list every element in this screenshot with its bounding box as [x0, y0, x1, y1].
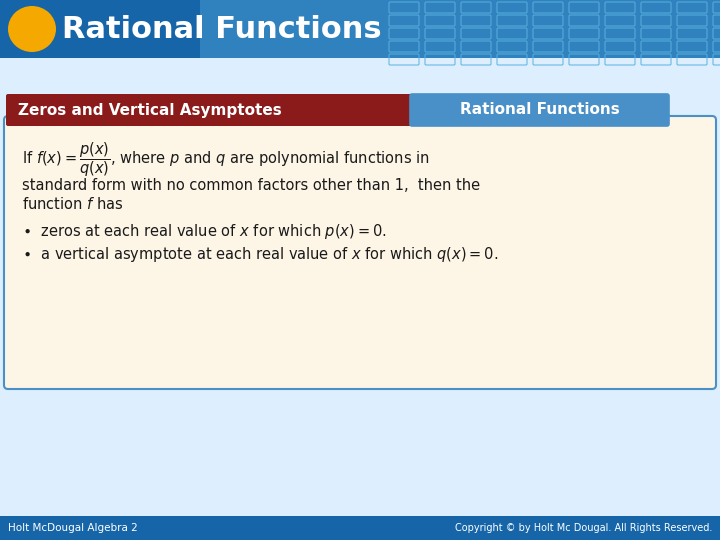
Bar — [0, 58, 720, 516]
Text: function $f$ has: function $f$ has — [22, 196, 123, 212]
Text: Zeros and Vertical Asymptotes: Zeros and Vertical Asymptotes — [18, 103, 282, 118]
Text: Rational Functions: Rational Functions — [62, 15, 382, 44]
Text: Copyright © by Holt Mc Dougal. All Rights Reserved.: Copyright © by Holt Mc Dougal. All Right… — [454, 523, 712, 533]
Text: If $f(x) = \dfrac{p(x)}{q(x)}$, where $p$ and $q$ are polynomial functions in: If $f(x) = \dfrac{p(x)}{q(x)}$, where $p… — [22, 140, 430, 179]
Text: $\bullet$  zeros at each real value of $x$ for which $p(x) = 0$.: $\bullet$ zeros at each real value of $x… — [22, 222, 387, 241]
Bar — [0, 516, 720, 540]
FancyBboxPatch shape — [6, 94, 420, 126]
Bar — [200, 0, 720, 58]
Text: Rational Functions: Rational Functions — [459, 103, 619, 118]
FancyBboxPatch shape — [410, 94, 669, 126]
Text: $\bullet$  a vertical asymptote at each real value of $x$ for which $q(x) = 0$.: $\bullet$ a vertical asymptote at each r… — [22, 245, 498, 264]
FancyBboxPatch shape — [4, 116, 716, 389]
Text: Holt McDougal Algebra 2: Holt McDougal Algebra 2 — [8, 523, 138, 533]
Text: standard form with no common factors other than 1,  then the: standard form with no common factors oth… — [22, 178, 480, 193]
Ellipse shape — [8, 6, 56, 52]
Bar — [0, 0, 720, 58]
